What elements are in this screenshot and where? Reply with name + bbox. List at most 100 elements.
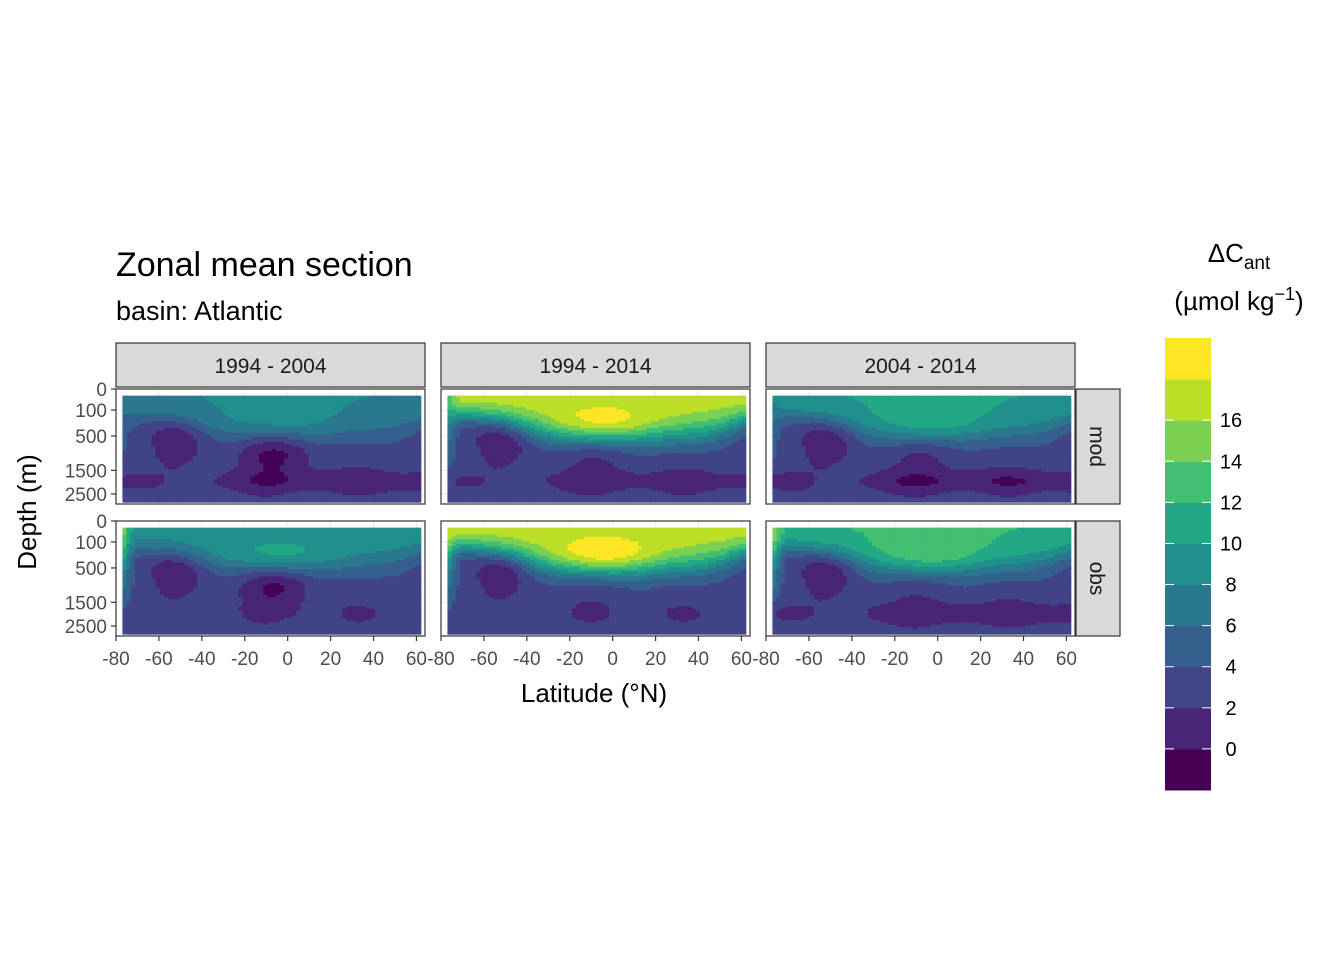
- data-cell: [329, 476, 335, 480]
- data-cell: [480, 490, 486, 494]
- data-cell: [234, 423, 240, 427]
- data-cell: [126, 485, 132, 489]
- data-cell: [267, 462, 273, 466]
- data-cell: [284, 400, 289, 404]
- data-cell: [497, 402, 502, 406]
- data-cell: [464, 421, 469, 424]
- data-cell: [213, 441, 219, 445]
- data-cell: [350, 492, 356, 496]
- data-cell: [509, 474, 515, 478]
- data-cell: [317, 492, 322, 496]
- data-cell: [325, 455, 331, 459]
- data-cell: [126, 488, 132, 492]
- data-cell: [188, 462, 194, 466]
- data-cell: [493, 400, 498, 404]
- data-cell: [234, 437, 240, 441]
- data-cell: [342, 465, 347, 468]
- data-cell: [317, 499, 322, 503]
- data-cell: [155, 421, 161, 424]
- data-cell: [375, 404, 380, 408]
- data-cell: [259, 404, 264, 408]
- data-cell: [333, 460, 339, 464]
- data-cell: [404, 455, 409, 459]
- data-cell: [259, 418, 264, 422]
- data-cell: [472, 481, 478, 485]
- data-cell: [366, 414, 372, 418]
- data-cell: [242, 437, 248, 441]
- data-cell: [476, 423, 482, 427]
- data-cell: [263, 467, 269, 471]
- data-cell: [242, 471, 248, 475]
- data-cell: [250, 469, 256, 473]
- data-cell: [213, 423, 219, 427]
- data-cell: [230, 485, 235, 489]
- data-cell: [163, 414, 169, 418]
- data-cell: [455, 474, 461, 478]
- data-cell: [230, 474, 235, 478]
- data-cell: [147, 460, 153, 464]
- data-cell: [188, 492, 194, 496]
- data-cell: [250, 421, 256, 424]
- data-cell: [313, 404, 318, 408]
- data-cell: [188, 490, 194, 494]
- data-cell: [321, 469, 327, 473]
- data-cell: [226, 474, 231, 478]
- data-cell: [379, 434, 385, 438]
- data-cell: [304, 467, 310, 471]
- data-cell: [308, 423, 314, 427]
- data-cell: [139, 414, 144, 418]
- data-cell: [517, 483, 523, 487]
- data-cell: [371, 481, 376, 485]
- data-cell: [362, 453, 368, 457]
- data-cell: [304, 437, 310, 441]
- data-cell: [159, 432, 165, 436]
- data-cell: [408, 409, 414, 413]
- data-cell: [476, 446, 482, 450]
- data-cell: [383, 418, 389, 422]
- data-cell: [358, 453, 364, 457]
- data-cell: [159, 499, 165, 503]
- data-cell: [317, 485, 322, 489]
- data-cell: [400, 430, 405, 434]
- data-cell: [455, 490, 461, 494]
- data-cell: [509, 490, 515, 494]
- data-cell: [242, 446, 248, 450]
- data-cell: [230, 478, 235, 482]
- data-cell: [313, 474, 318, 478]
- data-cell: [476, 432, 482, 436]
- data-cell: [488, 434, 494, 438]
- data-cell: [493, 481, 498, 485]
- data-cell: [284, 481, 289, 485]
- data-cell: [213, 467, 219, 471]
- data-cell: [226, 492, 231, 496]
- data-cell: [292, 446, 298, 450]
- data-cell: [321, 474, 327, 478]
- data-cell: [238, 492, 244, 496]
- data-cell: [122, 402, 128, 406]
- data-cell: [271, 441, 277, 445]
- data-cell: [159, 481, 165, 485]
- data-cell: [321, 397, 327, 401]
- data-cell: [255, 404, 260, 408]
- data-cell: [168, 455, 173, 459]
- data-cell: [501, 416, 507, 420]
- data-cell: [501, 404, 507, 408]
- data-cell: [476, 397, 482, 401]
- data-cell: [346, 488, 351, 492]
- data-cell: [476, 437, 482, 441]
- data-cell: [416, 490, 422, 494]
- data-cell: [139, 425, 144, 429]
- data-cell: [522, 448, 527, 452]
- data-cell: [459, 434, 465, 438]
- data-cell: [188, 409, 194, 413]
- data-cell: [412, 425, 418, 429]
- data-cell: [308, 492, 314, 496]
- data-cell: [366, 485, 372, 489]
- data-cell: [362, 495, 368, 499]
- data-cell: [371, 497, 376, 501]
- data-cell: [275, 418, 281, 422]
- data-cell: [476, 411, 482, 415]
- data-cell: [201, 460, 206, 464]
- data-cell: [143, 488, 148, 492]
- data-cell: [526, 395, 531, 399]
